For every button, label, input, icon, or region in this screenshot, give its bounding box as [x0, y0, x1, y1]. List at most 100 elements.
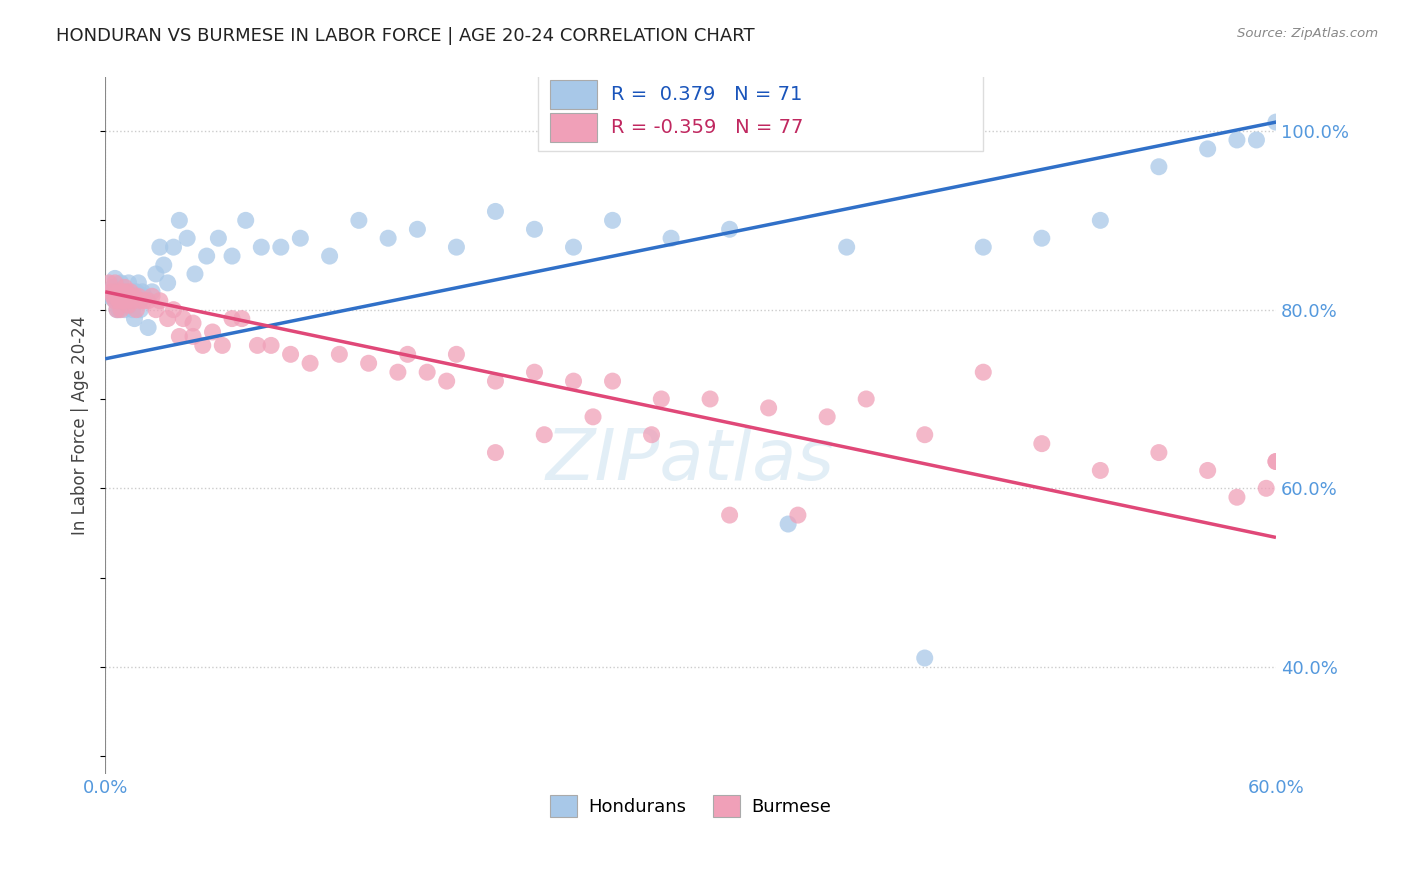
- Point: [1090, 213, 1112, 227]
- Point: [121, 289, 143, 303]
- Point: [1226, 133, 1249, 147]
- Point: [134, 289, 156, 303]
- Point: [758, 401, 780, 415]
- Point: [640, 427, 662, 442]
- Point: [104, 276, 127, 290]
- Point: [318, 249, 340, 263]
- Point: [1031, 231, 1053, 245]
- Point: [484, 204, 506, 219]
- Point: [523, 365, 546, 379]
- Point: [855, 392, 877, 406]
- Point: [114, 280, 136, 294]
- Point: [778, 516, 800, 531]
- Text: ZIPatlas: ZIPatlas: [546, 426, 835, 495]
- Point: [172, 311, 194, 326]
- Point: [221, 249, 243, 263]
- Point: [105, 302, 128, 317]
- Point: [145, 267, 167, 281]
- Point: [117, 293, 139, 308]
- Bar: [550, 79, 598, 109]
- Point: [127, 276, 149, 290]
- Point: [602, 374, 624, 388]
- Text: HONDURAN VS BURMESE IN LABOR FORCE | AGE 20-24 CORRELATION CHART: HONDURAN VS BURMESE IN LABOR FORCE | AGE…: [56, 27, 755, 45]
- Point: [111, 289, 134, 303]
- Point: [110, 276, 132, 290]
- Point: [121, 302, 143, 317]
- Point: [436, 374, 458, 388]
- Point: [815, 409, 838, 424]
- Point: [134, 293, 156, 308]
- Point: [582, 409, 605, 424]
- Point: [328, 347, 350, 361]
- Point: [125, 293, 148, 308]
- Point: [131, 285, 153, 299]
- Point: [111, 285, 134, 299]
- Point: [184, 267, 207, 281]
- Point: [115, 285, 138, 299]
- Point: [1246, 133, 1268, 147]
- Point: [110, 289, 132, 303]
- Point: [835, 240, 858, 254]
- Point: [120, 293, 142, 308]
- Point: [105, 289, 128, 303]
- Point: [718, 508, 741, 522]
- Point: [1197, 142, 1219, 156]
- Point: [108, 289, 131, 303]
- Point: [111, 293, 134, 308]
- Point: [110, 302, 132, 317]
- Point: [914, 427, 936, 442]
- Point: [111, 293, 134, 308]
- Point: [117, 289, 139, 303]
- Point: [181, 329, 204, 343]
- Point: [104, 293, 127, 308]
- Point: [181, 316, 204, 330]
- Point: [115, 293, 138, 308]
- FancyBboxPatch shape: [538, 74, 983, 151]
- Point: [270, 240, 292, 254]
- Point: [235, 213, 257, 227]
- Point: [484, 445, 506, 459]
- Point: [108, 285, 131, 299]
- Point: [1265, 454, 1288, 468]
- Point: [149, 240, 172, 254]
- Point: [260, 338, 283, 352]
- Point: [914, 651, 936, 665]
- Point: [156, 311, 179, 326]
- Point: [176, 231, 198, 245]
- Point: [246, 338, 269, 352]
- Point: [250, 240, 273, 254]
- Point: [169, 329, 191, 343]
- Point: [114, 289, 136, 303]
- Point: [141, 289, 163, 303]
- Point: [562, 374, 585, 388]
- Point: [108, 302, 131, 317]
- Point: [115, 285, 138, 299]
- Point: [357, 356, 380, 370]
- Point: [195, 249, 218, 263]
- Point: [484, 374, 506, 388]
- Bar: [550, 113, 598, 142]
- Point: [100, 285, 122, 299]
- Point: [786, 508, 808, 522]
- Point: [104, 293, 127, 308]
- Point: [121, 293, 143, 308]
- Point: [299, 356, 322, 370]
- Point: [1090, 463, 1112, 477]
- Point: [114, 285, 136, 299]
- Point: [533, 427, 555, 442]
- Point: [152, 258, 174, 272]
- Point: [972, 365, 994, 379]
- Point: [129, 293, 152, 308]
- Point: [191, 338, 214, 352]
- Point: [117, 298, 139, 312]
- Point: [211, 338, 233, 352]
- Point: [290, 231, 312, 245]
- Point: [231, 311, 253, 326]
- Point: [1197, 463, 1219, 477]
- Point: [1147, 160, 1170, 174]
- Point: [1226, 490, 1249, 504]
- Point: [162, 240, 184, 254]
- Point: [117, 276, 139, 290]
- Point: [108, 293, 131, 308]
- Point: [1031, 436, 1053, 450]
